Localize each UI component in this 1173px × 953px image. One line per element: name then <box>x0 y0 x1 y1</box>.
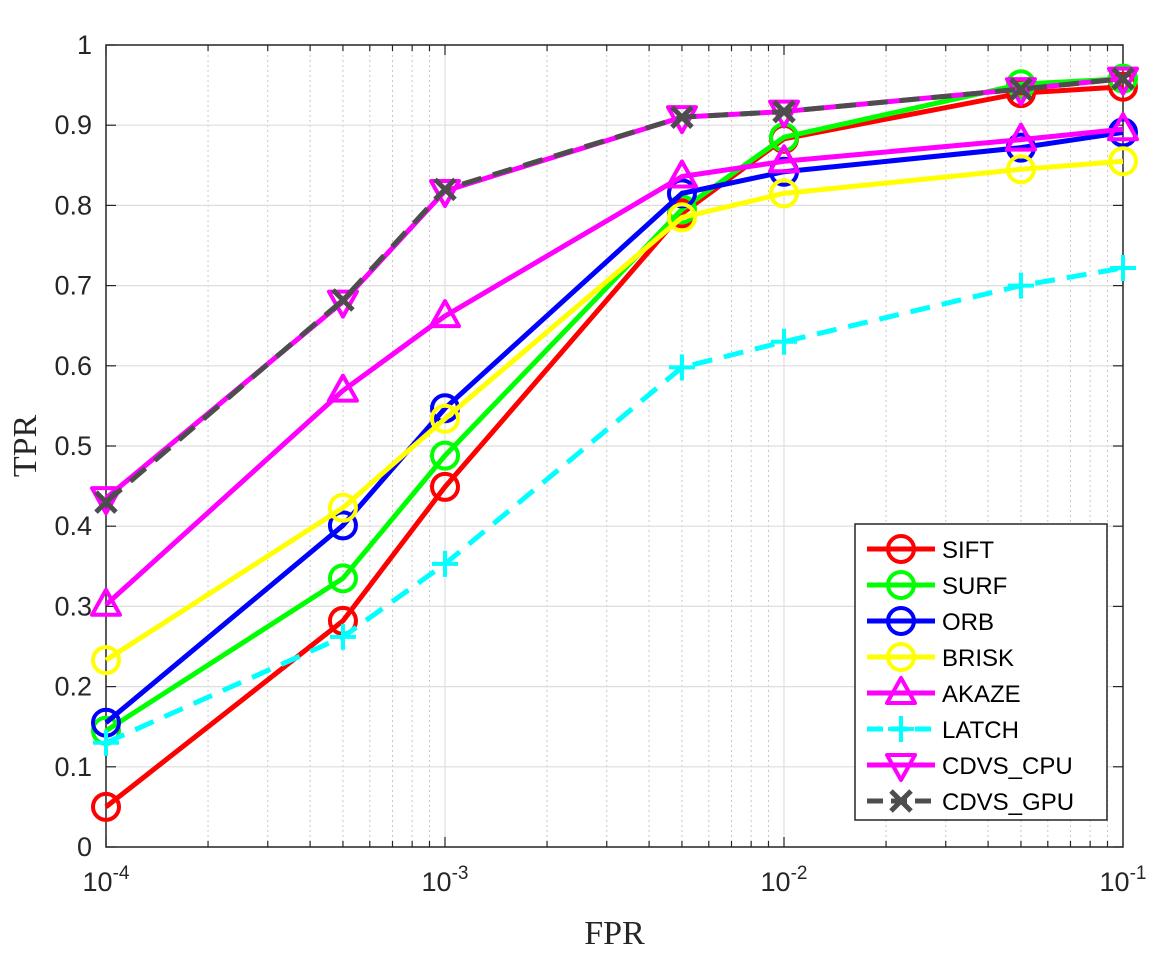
legend-marker <box>888 716 914 742</box>
legend-label: BRISK <box>942 645 1014 672</box>
data-point-latch <box>1007 272 1034 299</box>
y-tick-label: 0.1 <box>54 752 92 782</box>
y-tick-label: 0 <box>77 832 92 862</box>
legend-item-latch: LATCH <box>867 716 1019 744</box>
legend-marker <box>886 570 916 600</box>
x-tick-label: 10-3 <box>422 863 469 897</box>
data-point-sift <box>430 471 460 502</box>
data-point-cdvs-gpu <box>433 177 457 202</box>
legend-label: CDVS_CPU <box>942 753 1073 780</box>
legend-marker <box>886 606 916 636</box>
data-point-surf <box>327 563 358 594</box>
legend-marker <box>889 789 913 813</box>
data-point-latch <box>93 729 119 756</box>
series-line-sift <box>104 84 1124 809</box>
x-tick-label: 10-1 <box>1100 863 1147 897</box>
data-point-brisk <box>91 645 121 676</box>
x-tick-label-exponent: -4 <box>113 863 130 884</box>
legend-item-cdvs-gpu: CDVS_GPU <box>867 789 1074 816</box>
data-point-latch <box>668 354 695 381</box>
series-line-surf <box>104 76 1124 733</box>
x-tick-label-exponent: -1 <box>1130 863 1147 884</box>
legend-item-sift: SIFT <box>867 534 994 564</box>
legend-item-akaze: AKAZE <box>867 676 1021 708</box>
data-series <box>90 63 1139 822</box>
y-tick-label: 0.3 <box>54 591 92 621</box>
data-point-brisk <box>769 178 799 209</box>
axis-ticks <box>105 44 1123 848</box>
data-point-brisk <box>1108 146 1138 177</box>
legend-marker <box>886 642 916 672</box>
series-brisk <box>91 146 1138 676</box>
x-tick-label-base: 10 <box>761 867 791 897</box>
data-point-akaze <box>326 373 359 403</box>
data-point-akaze <box>1004 122 1037 152</box>
data-point-akaze <box>665 159 698 189</box>
data-point-brisk <box>666 202 697 233</box>
data-point-brisk <box>327 492 358 523</box>
y-tick-label: 0.5 <box>54 431 92 461</box>
data-point-cdvs-gpu <box>772 99 796 124</box>
x-tick-label: 10-2 <box>761 863 808 897</box>
series-line-akaze <box>104 126 1124 607</box>
data-point-surf <box>430 440 460 471</box>
y-tick-label: 0.4 <box>54 511 92 541</box>
y-tick-label: 1 <box>77 30 92 60</box>
legend-item-surf: SURF <box>867 570 1007 600</box>
data-point-akaze <box>90 587 122 617</box>
series-akaze <box>90 112 1139 617</box>
data-point-akaze <box>768 144 800 174</box>
legend-label: AKAZE <box>942 681 1021 708</box>
y-tick-label: 0.6 <box>54 351 92 381</box>
data-point-cdvs-gpu <box>1111 66 1135 91</box>
series-latch <box>93 254 1136 756</box>
data-point-cdvs-gpu <box>670 105 694 129</box>
data-point-cdvs-cpu <box>90 486 122 516</box>
legend-label: SURF <box>942 573 1007 600</box>
legend-label: ORB <box>942 609 994 636</box>
x-tick-label-exponent: -2 <box>791 863 808 884</box>
data-point-cdvs-cpu <box>665 105 698 135</box>
data-point-sift <box>91 791 121 822</box>
legend-marker <box>885 676 917 705</box>
legend-label: LATCH <box>942 717 1019 744</box>
data-point-latch <box>329 623 356 650</box>
x-tick-label-exponent: -3 <box>452 863 469 884</box>
data-point-akaze <box>1107 112 1139 142</box>
data-point-sift <box>1108 71 1138 102</box>
x-tick-label-base: 10 <box>83 867 113 897</box>
legend-item-brisk: BRISK <box>867 642 1014 672</box>
data-point-latch <box>1110 254 1136 281</box>
data-point-cdvs-gpu <box>331 288 355 312</box>
data-point-cdvs-gpu <box>1009 77 1033 101</box>
data-point-latch <box>771 328 797 355</box>
data-point-cdvs-cpu <box>1107 66 1139 96</box>
data-point-brisk <box>1005 154 1036 185</box>
series-cdvs-gpu <box>94 66 1135 514</box>
legend: SIFT SURF ORB BRISK AKAZE LATCH CDVS_CPU CDVS_G… <box>854 523 1108 821</box>
legend-marker <box>885 753 917 782</box>
x-tick-label-base: 10 <box>1100 867 1130 897</box>
legend-label: CDVS_GPU <box>942 789 1074 816</box>
data-point-akaze <box>429 299 461 329</box>
data-point-brisk <box>430 403 460 434</box>
x-tick-label: 10-4 <box>83 863 130 897</box>
legend-item-orb: ORB <box>867 606 994 636</box>
data-point-orb <box>327 510 358 541</box>
y-tick-label: 0.9 <box>54 110 92 140</box>
series-line-brisk <box>104 158 1124 663</box>
x-tick-label-base: 10 <box>422 867 452 897</box>
y-tick-label: 0.8 <box>54 190 92 220</box>
y-tick-label: 0.7 <box>54 271 92 301</box>
legend-item-cdvs-cpu: CDVS_CPU <box>867 753 1073 782</box>
x-axis-label: FPR <box>584 915 645 952</box>
legend-label: SIFT <box>942 537 994 564</box>
data-point-latch <box>432 550 458 577</box>
data-point-cdvs-gpu <box>94 490 118 514</box>
legend-marker <box>886 534 916 564</box>
y-axis-label: TPR <box>7 415 44 478</box>
y-tick-label: 0.2 <box>54 672 92 702</box>
